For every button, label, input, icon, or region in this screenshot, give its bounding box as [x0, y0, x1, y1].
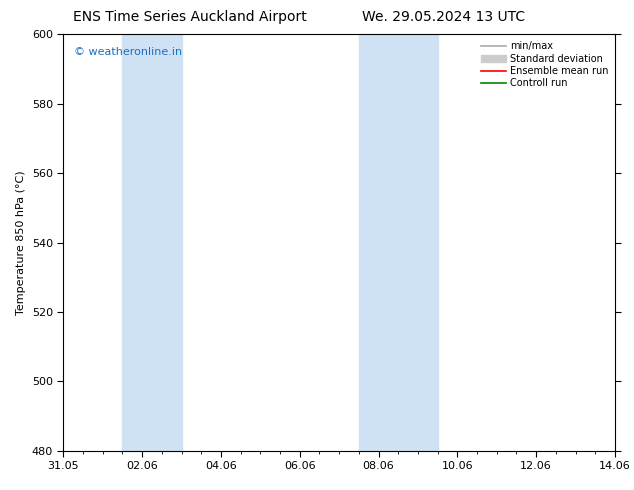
Bar: [359, 34, 437, 451]
Legend: min/max, Standard deviation, Ensemble mean run, Controll run: min/max, Standard deviation, Ensemble me…: [479, 39, 610, 90]
Y-axis label: Temperature 850 hPa (°C): Temperature 850 hPa (°C): [16, 170, 26, 315]
Text: © weatheronline.in: © weatheronline.in: [74, 47, 183, 57]
Text: We. 29.05.2024 13 UTC: We. 29.05.2024 13 UTC: [362, 10, 526, 24]
Bar: [122, 34, 181, 451]
Text: ENS Time Series Auckland Airport: ENS Time Series Auckland Airport: [74, 10, 307, 24]
